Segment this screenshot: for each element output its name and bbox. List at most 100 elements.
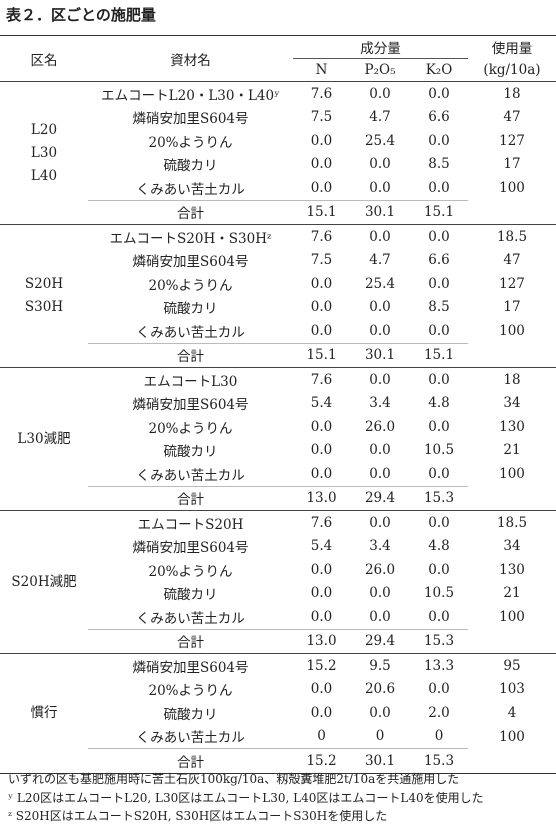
value-cell: 0.0 [369, 85, 391, 102]
value-cell: 0 [317, 728, 326, 745]
total-cell: 30.1 [350, 199, 410, 225]
value-cell: 0.0 [310, 179, 333, 196]
value-cell: 47 [503, 109, 521, 126]
total-cell: 15.1 [410, 342, 468, 368]
row: 20%ようりん 0.0 26.0 0.0 130 [0, 415, 556, 439]
material-cell: 燐硝安加里S604号 [132, 540, 249, 557]
group-label-line: S30H [24, 299, 64, 315]
value-cell: 100 [499, 466, 525, 482]
value-cell: 0.0 [310, 132, 333, 149]
footnote: いずれの区も基肥施用時に苦土石灰100kg/10a、籾殻糞堆肥2t/10aを共通… [8, 772, 460, 786]
value-cell: 0.0 [428, 85, 450, 102]
total-label: 合計 [88, 342, 293, 368]
value-cell: 17 [503, 299, 521, 316]
material-cell: 20%ようりん [148, 134, 233, 151]
value-cell: 6.6 [428, 252, 450, 269]
total-row: 合計 13.0 29.4 15.3 [0, 485, 556, 511]
value-cell: 0.0 [310, 156, 333, 173]
value-cell: 0.0 [310, 322, 333, 339]
value-cell: 95 [503, 657, 521, 674]
value-cell: 0.0 [310, 704, 333, 721]
empty-cell [468, 486, 556, 511]
value-cell: 8.5 [428, 156, 450, 173]
value-cell: 34 [503, 395, 521, 412]
value-cell: 7.6 [310, 514, 333, 531]
value-cell: 9.5 [369, 657, 391, 674]
value-cell: 26.0 [364, 418, 396, 435]
material-cell: 燐硝安加里S604号 [132, 111, 249, 128]
value-cell: 0.0 [428, 561, 450, 578]
value-cell: 0.0 [428, 514, 450, 531]
row: L20 L30 L40 エムコートL20・L30・L40ʸ 7.6 0.0 0.0 18 [0, 82, 556, 184]
total-cell: 15.3 [410, 628, 468, 654]
value-cell: 0.0 [428, 608, 450, 625]
material-cell: 20%ようりん [148, 563, 233, 580]
row: 20%ようりん 0.0 20.6 0.0 103 [0, 678, 556, 702]
total-cell: 15.3 [410, 748, 468, 773]
value-cell: 7.5 [310, 109, 333, 126]
value-cell: 0.0 [310, 418, 333, 435]
value-cell: 130 [499, 561, 525, 578]
value-cell: 0.0 [369, 514, 391, 531]
value-cell: 0.0 [310, 299, 333, 316]
value-cell: 0 [375, 728, 385, 745]
value-cell: 5.4 [310, 538, 333, 555]
group: S20H減肥 エムコートS20H 7.6 0.0 0.0 18.5 燐硝安加里S604号 5.… [0, 510, 556, 654]
material-cell: くみあい苦土カル [136, 181, 245, 198]
material-cell: 燐硝安加里S604号 [132, 659, 249, 676]
total-row: 合計 13.0 29.4 15.3 [0, 628, 556, 654]
value-cell: 0.0 [369, 371, 391, 388]
total-cell: 15.3 [410, 485, 468, 511]
value-cell: 0.0 [310, 681, 333, 698]
value-cell: 0.0 [369, 322, 391, 339]
group-label-line: L30減肥 [17, 430, 71, 447]
value-cell: 100 [499, 180, 525, 196]
group-label: L20 L30 L40 [0, 82, 88, 225]
value-cell: 0.0 [369, 585, 391, 602]
group-label-line: L20 [30, 121, 58, 138]
value-cell: 0.0 [310, 585, 333, 602]
header-cell: K₂O [425, 62, 453, 78]
value-cell: 20.6 [364, 681, 396, 698]
row: 硫酸カリ 0.0 0.0 10.5 21 [0, 582, 556, 606]
total-cell: 15.1 [410, 199, 468, 225]
material-cell: エムコートS20H・S30Hᶻ [109, 230, 272, 247]
group-label-line: S20H [24, 276, 64, 292]
material-cell: 燐硝安加里S604号 [132, 254, 249, 271]
group-label-line: 慣行 [30, 704, 58, 721]
value-cell: 17 [503, 156, 521, 173]
value-cell: 4.7 [369, 252, 391, 269]
value-cell: 0.0 [428, 322, 450, 339]
material-cell: エムコートS20H [137, 516, 244, 533]
value-cell: 0.0 [310, 608, 333, 625]
empty-cell [468, 343, 556, 368]
value-cell: 0.0 [369, 442, 391, 459]
value-cell: 0.0 [369, 299, 391, 316]
value-cell: 18 [503, 371, 521, 388]
value-cell: 0.0 [369, 465, 391, 482]
material-cell: くみあい苦土カル [136, 467, 245, 484]
value-cell: 5.4 [310, 395, 333, 412]
group: S20H S30H エムコートS20H・S30Hᶻ 7.6 0.0 0.0 18.5 燐硝安加… [0, 224, 556, 368]
value-cell: 10.5 [423, 442, 455, 459]
value-cell: 21 [503, 442, 521, 459]
value-cell: 13.3 [423, 657, 455, 674]
row: くみあい苦土カル 0.0 0.0 0.0 100 [0, 462, 556, 486]
header-cell: 資材名 [88, 35, 293, 82]
value-cell: 2.0 [428, 704, 450, 721]
group-label: S20H減肥 [0, 511, 88, 654]
total-label: 合計 [88, 748, 293, 773]
row: S20H S30H エムコートS20H・S30Hᶻ 7.6 0.0 0.0 18.5 [0, 225, 556, 315]
row: くみあい苦土カル 0.0 0.0 0.0 100 [0, 176, 556, 200]
value-cell: 0.0 [428, 179, 450, 196]
total-row: 合計 15.1 30.1 15.1 [0, 342, 556, 368]
material-cell: 20%ようりん [148, 683, 233, 700]
value-cell: 100 [499, 728, 525, 745]
value-cell: 0.0 [369, 228, 391, 245]
value-cell: 25.4 [364, 132, 396, 149]
material-cell: エムコートL30 [143, 373, 238, 390]
value-cell: 0.0 [310, 442, 333, 459]
value-cell: 18.5 [496, 514, 528, 531]
value-cell: 103 [499, 681, 525, 698]
material-cell: 20%ようりん [148, 277, 233, 294]
